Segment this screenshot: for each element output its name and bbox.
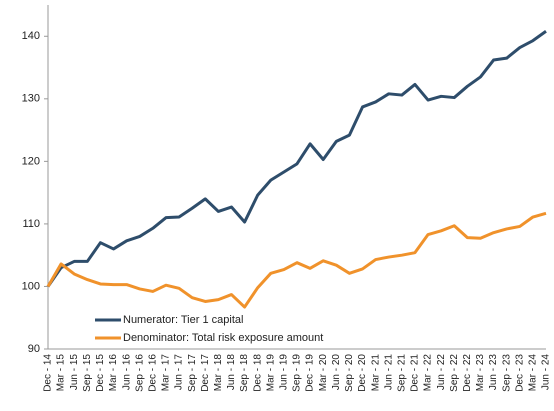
y-tick-label: 140 [22, 30, 40, 42]
x-tick-label: Sep - 18 [239, 354, 250, 392]
line [46, 30, 547, 288]
x-tick-label: Dec - 18 [252, 354, 263, 392]
x-tick-label: Mar - 20 [318, 354, 329, 392]
x-tick-label: Dec - 16 [147, 354, 158, 392]
x-tick-label: Mar - 17 [161, 354, 172, 392]
x-tick-label: Jun - 15 [69, 354, 80, 391]
x-tick-label: Jun - 16 [121, 354, 132, 391]
x-tick-label: Dec - 17 [200, 354, 211, 392]
x-tick-label: Mar - 18 [213, 354, 224, 392]
x-tick-label: Sep - 22 [449, 354, 460, 392]
x-tick-label: Dec - 19 [305, 354, 316, 392]
x-tick-label: Mar - 22 [423, 354, 434, 392]
x-tick-label: Mar - 16 [108, 354, 119, 392]
x-tick-label: Jun - 20 [331, 354, 342, 391]
x-tick-label: Sep - 23 [501, 354, 512, 392]
x-tick-label: Sep - 21 [396, 354, 407, 392]
x-tick-label: Mar - 15 [56, 354, 67, 392]
legend-label: Denominator: Total risk exposure amount [123, 332, 323, 344]
y-tick-label: 130 [22, 93, 40, 105]
x-tick-label: Sep - 17 [187, 354, 198, 392]
x-tick-label: Dec - 14 [43, 354, 54, 392]
x-tick-label: Mar - 19 [265, 354, 276, 392]
x-tick-label: Dec - 23 [514, 354, 525, 392]
x-tick-label: Mar - 23 [475, 354, 486, 392]
x-tick-label: Jun - 19 [279, 354, 290, 391]
x-tick-label: Jun - 23 [488, 354, 499, 391]
x-tick-label: Jun - 18 [226, 354, 237, 391]
x-tick-label: Jun - 17 [174, 354, 185, 391]
x-tick-label: Dec - 21 [410, 354, 421, 392]
x-tick-label: Mar - 24 [528, 354, 539, 392]
legend-label: Numerator: Tier 1 capital [123, 314, 243, 326]
y-tick-label: 120 [22, 155, 40, 167]
line [46, 211, 547, 309]
y-tick-label: 100 [22, 280, 40, 292]
x-tick-label: Dec - 22 [462, 354, 473, 392]
x-tick-label: Sep - 16 [134, 354, 145, 392]
x-tick-label: Jun - 21 [383, 354, 394, 391]
x-tick-label: Sep - 15 [82, 354, 93, 392]
x-tick-label: Jun - 22 [436, 354, 447, 391]
x-tick-label: Sep - 19 [292, 354, 303, 392]
x-tick-label: Sep - 20 [344, 354, 355, 392]
x-tick-label: Dec - 15 [95, 354, 106, 392]
y-tick-label: 110 [22, 218, 40, 230]
x-tick-label: Jun - 24 [541, 354, 552, 391]
x-tick-label: Dec - 20 [357, 354, 368, 392]
y-tick-label: 90 [28, 343, 40, 355]
x-tick-label: Mar - 21 [370, 354, 381, 392]
